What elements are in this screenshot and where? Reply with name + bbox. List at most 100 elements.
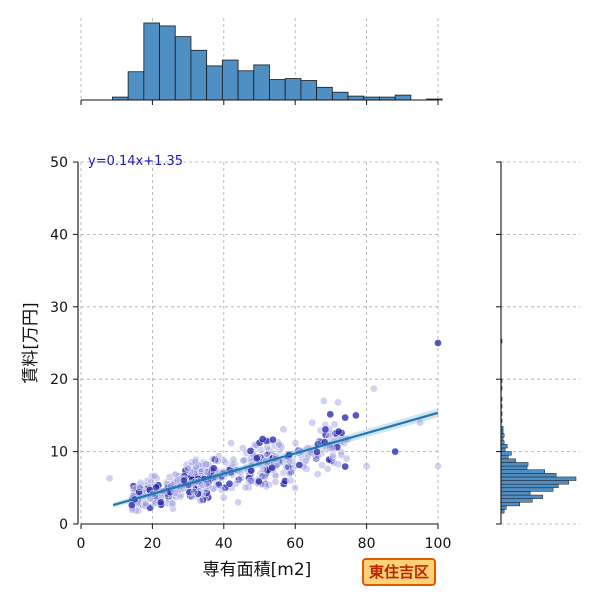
- y-axis-title: 賃料[万円]: [21, 302, 41, 383]
- y-hist-bar: [500, 465, 528, 470]
- scatter-point: [172, 493, 181, 501]
- y-hist-bar: [500, 458, 516, 463]
- regression-line-group: [112, 408, 439, 508]
- scatter-point: [259, 465, 268, 473]
- scatter-point: [168, 499, 177, 508]
- scatter-point: [252, 454, 261, 463]
- y-hist-bar: [500, 505, 507, 510]
- scatter-point: [352, 411, 360, 420]
- x-hist-bar: [394, 94, 412, 101]
- scatter-point: [173, 476, 182, 485]
- x-hist-bar: [221, 59, 239, 101]
- regression-equation-annotation: y=0.14x+1.35: [88, 154, 183, 169]
- scatter-point: [228, 460, 237, 469]
- scatter-point: [227, 439, 235, 447]
- scatter-point: [321, 425, 330, 434]
- scatter-point: [263, 443, 271, 452]
- x-tick-label: 60: [286, 536, 304, 552]
- y-tick-label: 20: [50, 372, 68, 388]
- scatter-point: [323, 464, 332, 473]
- x-tick-label: 0: [77, 536, 86, 552]
- x-hist-bar: [253, 64, 270, 101]
- y-hist-bar: [500, 483, 559, 489]
- scatter-point: [156, 498, 165, 507]
- x-tick-label: 100: [425, 536, 452, 552]
- scatter-point: [263, 450, 271, 459]
- scatter-point: [271, 478, 280, 486]
- x-hist-bar: [300, 80, 318, 101]
- scatter-point: [341, 462, 349, 471]
- scatter-point: [269, 435, 277, 444]
- scatter-point: [308, 418, 317, 427]
- x-tick-label: 40: [215, 536, 233, 552]
- scatter-point: [261, 473, 269, 481]
- scatter-point: [171, 489, 180, 497]
- scatter-point: [219, 456, 228, 465]
- y-hist-bar: [500, 462, 529, 467]
- scatter-point: [325, 432, 333, 441]
- scatter-point: [234, 498, 242, 507]
- scatter-point: [196, 496, 205, 505]
- scatter-point: [302, 457, 310, 465]
- scatter-point: [281, 477, 289, 485]
- scatter-point: [319, 397, 328, 405]
- right-hist-gridlines: [501, 161, 580, 525]
- scatter-point: [268, 463, 277, 472]
- scatter-point: [135, 483, 144, 492]
- x-tick-label: 20: [143, 536, 161, 552]
- scatter-point: [202, 460, 210, 469]
- scatter-point: [326, 429, 335, 438]
- scatter-point: [330, 420, 339, 429]
- y-hist-bar: [500, 498, 533, 503]
- scatter-point: [313, 470, 322, 479]
- scatter-point: [291, 483, 300, 492]
- scatter-point: [141, 499, 150, 508]
- scatter-point: [190, 487, 199, 496]
- scatter-point: [183, 464, 192, 473]
- scatter-point: [278, 458, 287, 467]
- scatter-point: [194, 489, 202, 498]
- scatter-point: [202, 479, 211, 488]
- y-hist-bar: [500, 476, 577, 481]
- scatter-point: [229, 455, 238, 464]
- scatter-point: [326, 410, 335, 419]
- scatter-point: [150, 472, 159, 480]
- y-hist-bar: [500, 469, 545, 474]
- scatter-point: [165, 473, 174, 481]
- y-tick-label: 40: [50, 227, 68, 243]
- y-tick-label: 10: [50, 445, 68, 461]
- y-tick-label: 30: [50, 300, 68, 316]
- scatter-point: [191, 457, 200, 466]
- scatter-point: [303, 452, 312, 460]
- scatter-point: [334, 460, 343, 469]
- scatter-point: [285, 469, 294, 478]
- scatter-point: [291, 439, 300, 447]
- scatter-point: [282, 463, 291, 472]
- scatter-point: [219, 493, 228, 502]
- scatter-point: [262, 482, 271, 491]
- axis-tick-labels: 0 20 40 60 80 100 0 10 20 30 40 50: [50, 155, 451, 552]
- x-hist-bar: [127, 71, 145, 101]
- scatter-point: [199, 496, 207, 504]
- scatter-point: [230, 460, 239, 469]
- scatter-points: [105, 339, 442, 515]
- scatter-point: [246, 447, 255, 455]
- scatter-point: [209, 484, 218, 493]
- scatter-point: [169, 504, 177, 513]
- scatter-point: [128, 501, 136, 510]
- scatter-point: [237, 474, 246, 482]
- x-hist-bar: [174, 36, 192, 101]
- scatter-point: [198, 480, 206, 489]
- scatter-point: [137, 501, 146, 509]
- scatter-point: [434, 339, 442, 347]
- scatter-point: [341, 413, 350, 422]
- scatter-point: [241, 483, 250, 492]
- scatter-point: [342, 454, 351, 463]
- y-hist-bar: [500, 454, 509, 460]
- scatter-point: [362, 462, 371, 470]
- y-hist-bar: [500, 487, 554, 492]
- scatter-point: [329, 453, 337, 462]
- x-hist-bar: [331, 91, 349, 101]
- scatter-point: [288, 457, 297, 465]
